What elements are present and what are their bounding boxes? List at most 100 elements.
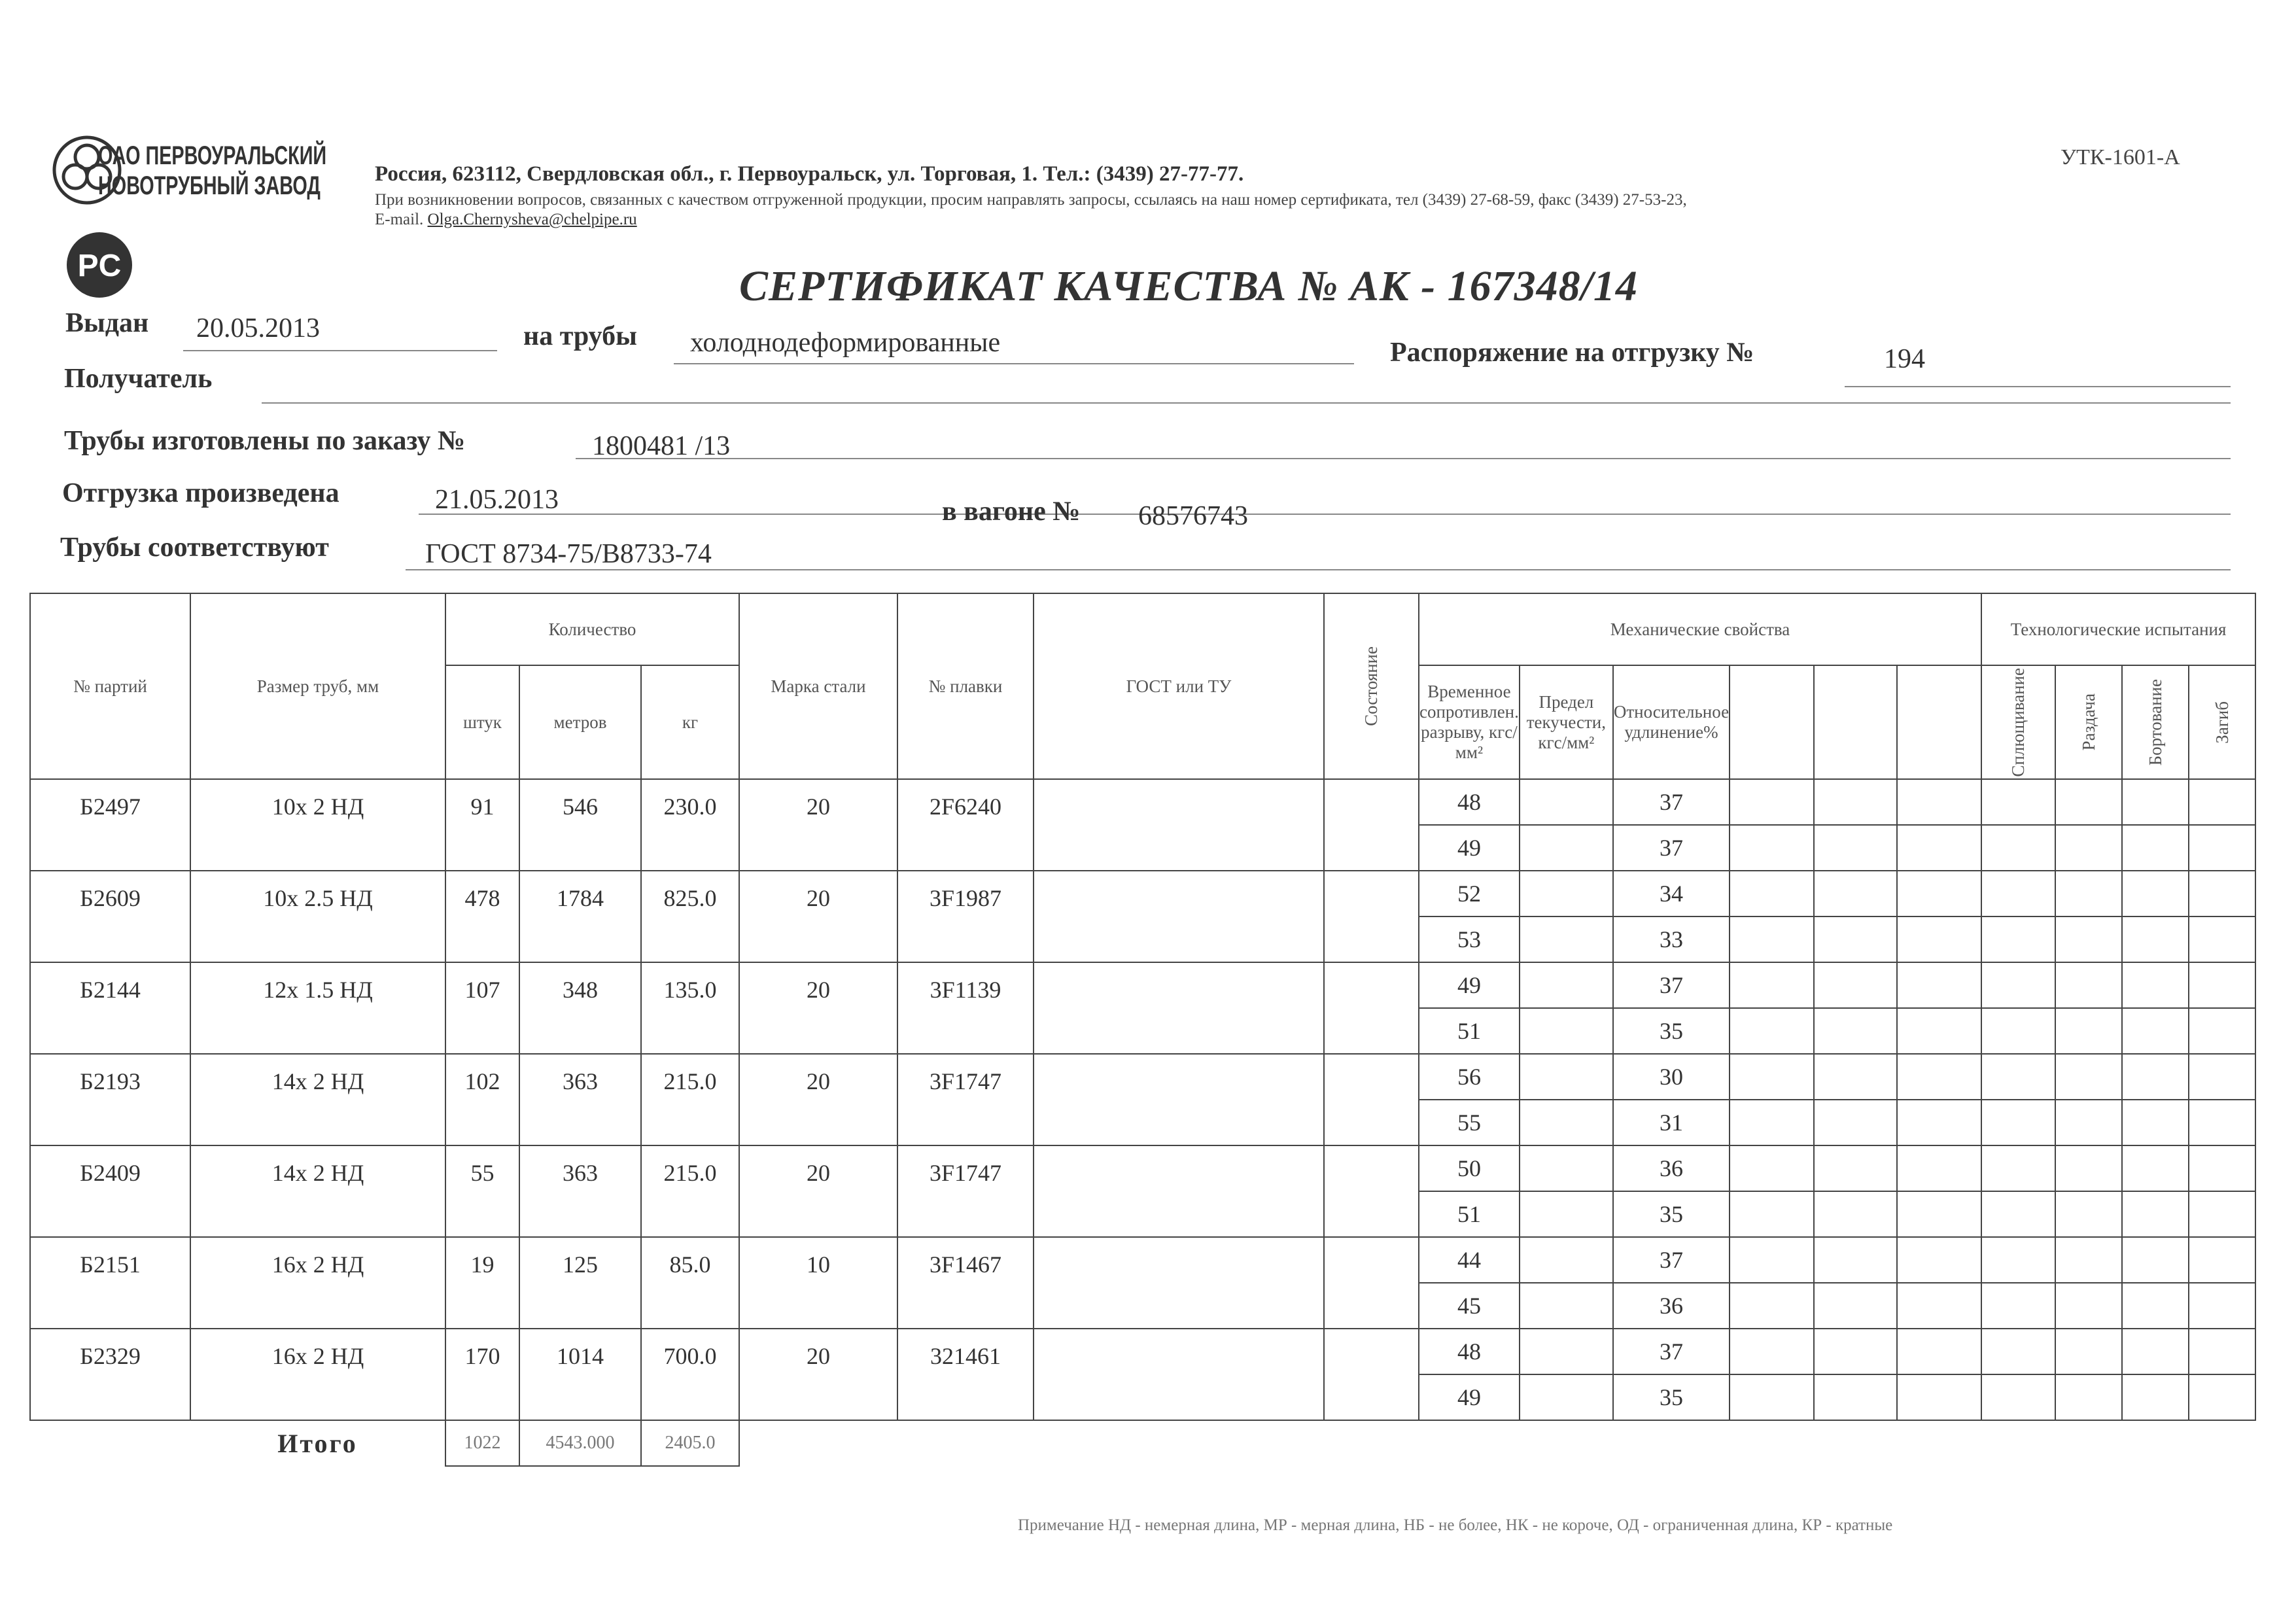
col-yield: Предел текучести, кгс/мм² (1518, 665, 1614, 780)
tensile-value: 53 (1418, 916, 1520, 963)
total-row: Итого 1022 4543.000 2405.0 (30, 1420, 2255, 1467)
empty-cell (1729, 1191, 1815, 1238)
elong-value: 33 (1612, 916, 1731, 963)
yield-value (1518, 916, 1614, 963)
order-underline (1845, 386, 2231, 387)
table-row: 45 36 (30, 1282, 2257, 1329)
shipped-label: Отгрузка произведена (62, 478, 339, 508)
empty-cell (1813, 1236, 1898, 1283)
col-pcs: штук (445, 665, 520, 780)
empty-cell (1813, 1282, 1898, 1329)
col-steel: Марка стали (739, 593, 898, 780)
heat-number: 321461 (897, 1328, 1034, 1421)
table-row: 53 33 (30, 916, 2257, 963)
empty-cell (1981, 1191, 2057, 1238)
col-flange-label: Бортование (2145, 678, 2165, 766)
table-row: 51 35 (30, 1007, 2257, 1055)
yield-value (1518, 824, 1614, 871)
col-flatten-label: Сплющивание (2008, 667, 2028, 777)
empty-cell (1729, 962, 1815, 1009)
empty-cell (2121, 870, 2190, 917)
empty-cell (2055, 1007, 2123, 1055)
empty-cell (1729, 778, 1815, 826)
logo-rings-icon (52, 135, 122, 205)
yield-value (1518, 778, 1614, 826)
state-cell (1323, 1053, 1419, 1146)
yield-value (1518, 962, 1614, 1009)
tensile-value: 51 (1418, 1191, 1520, 1238)
email-link[interactable]: Olga.Chernysheva@chelpipe.ru (427, 211, 637, 228)
company-name-line2: НОВОТРУБНЫЙ ЗАВОД (98, 171, 321, 200)
yield-value (1518, 1236, 1614, 1283)
steel-grade: 20 (739, 778, 898, 871)
contact-note: При возникновении вопросов, связанных с … (375, 191, 1687, 209)
yield-value (1518, 1282, 1614, 1329)
cert-mark-text: PC (78, 249, 122, 283)
empty-cell (1981, 1328, 2057, 1375)
heat-number: 2F6240 (897, 778, 1034, 871)
col-gost: ГОСТ или ТУ (1033, 593, 1325, 780)
empty-cell (1896, 1328, 1983, 1375)
tensile-value: 48 (1418, 1328, 1520, 1375)
batch-number: Б2329 (29, 1328, 191, 1421)
qty-meters: 1784 (519, 870, 642, 963)
tensile-value: 56 (1418, 1053, 1520, 1100)
gost-cell (1033, 1145, 1325, 1238)
pipes-underline (674, 363, 1354, 364)
table-row: 49 35 (30, 1374, 2257, 1421)
quality-table: № партий Размер труб, мм Количество Марк… (29, 593, 2257, 1467)
empty-cell (1896, 1007, 1983, 1055)
pipe-size: 16х 2 НД (190, 1236, 446, 1329)
shipped-value: 21.05.2013 (435, 485, 559, 515)
table-row: Б2609 10х 2.5 НД 478 1784 825.0 20 3F1987 52 34 (29, 870, 2257, 963)
elong-value: 35 (1612, 1374, 1731, 1421)
col-quantity: Количество (445, 593, 740, 666)
empty-cell (2188, 1099, 2257, 1146)
qty-pcs: 91 (445, 778, 520, 871)
gost-cell (1033, 778, 1325, 871)
tensile-value: 44 (1418, 1236, 1520, 1283)
elong-value: 37 (1612, 1236, 1731, 1283)
empty-cell (1981, 824, 2057, 871)
empty-cell (1729, 1328, 1815, 1375)
empty-cell (2121, 1282, 2190, 1329)
col-elong: Относительное удлинение% (1612, 665, 1731, 780)
yield-value (1518, 1099, 1614, 1146)
elong-value: 35 (1612, 1191, 1731, 1238)
empty-cell (2121, 1236, 2190, 1283)
total-label: Итого (277, 1429, 358, 1458)
company-logo (51, 134, 123, 209)
empty-cell (2188, 778, 2257, 826)
col-state-label: Состояние (1361, 646, 1381, 726)
company-name: ОАО ПЕРВОУРАЛЬСКИЙ НОВОТРУБНЫЙ ЗАВОД (98, 141, 326, 201)
empty-cell (2055, 1191, 2123, 1238)
empty-cell (1729, 1053, 1815, 1100)
empty-cell (2121, 1099, 2190, 1146)
elong-value: 36 (1612, 1145, 1731, 1192)
steel-grade: 20 (739, 1328, 898, 1421)
empty-cell (2055, 1236, 2123, 1283)
empty-cell (1813, 1145, 1898, 1192)
col-batch: № партий (29, 593, 191, 780)
empty-cell (2055, 1099, 2123, 1146)
qty-kg: 700.0 (640, 1328, 740, 1421)
table-row: 49 37 (30, 824, 2257, 871)
tensile-value: 50 (1418, 1145, 1520, 1192)
empty-cell (1813, 870, 1898, 917)
empty-cell (2188, 916, 2257, 963)
empty-cell (1729, 1236, 1815, 1283)
empty-cell (1981, 1099, 2057, 1146)
qty-kg: 215.0 (640, 1053, 740, 1146)
col-bend: Загиб (2188, 665, 2257, 780)
steel-grade: 20 (739, 962, 898, 1055)
table-row: Б2409 14х 2 НД 55 363 215.0 20 3F1747 50 36 (29, 1145, 2257, 1238)
col-meters: метров (519, 665, 642, 780)
empty-cell (2055, 824, 2123, 871)
empty-cell (2055, 1282, 2123, 1329)
empty-cell (2055, 916, 2123, 963)
yield-value (1518, 1145, 1614, 1192)
empty-cell (2121, 962, 2190, 1009)
state-cell (1323, 778, 1419, 871)
empty-cell (1981, 1053, 2057, 1100)
gost-cell (1033, 870, 1325, 963)
